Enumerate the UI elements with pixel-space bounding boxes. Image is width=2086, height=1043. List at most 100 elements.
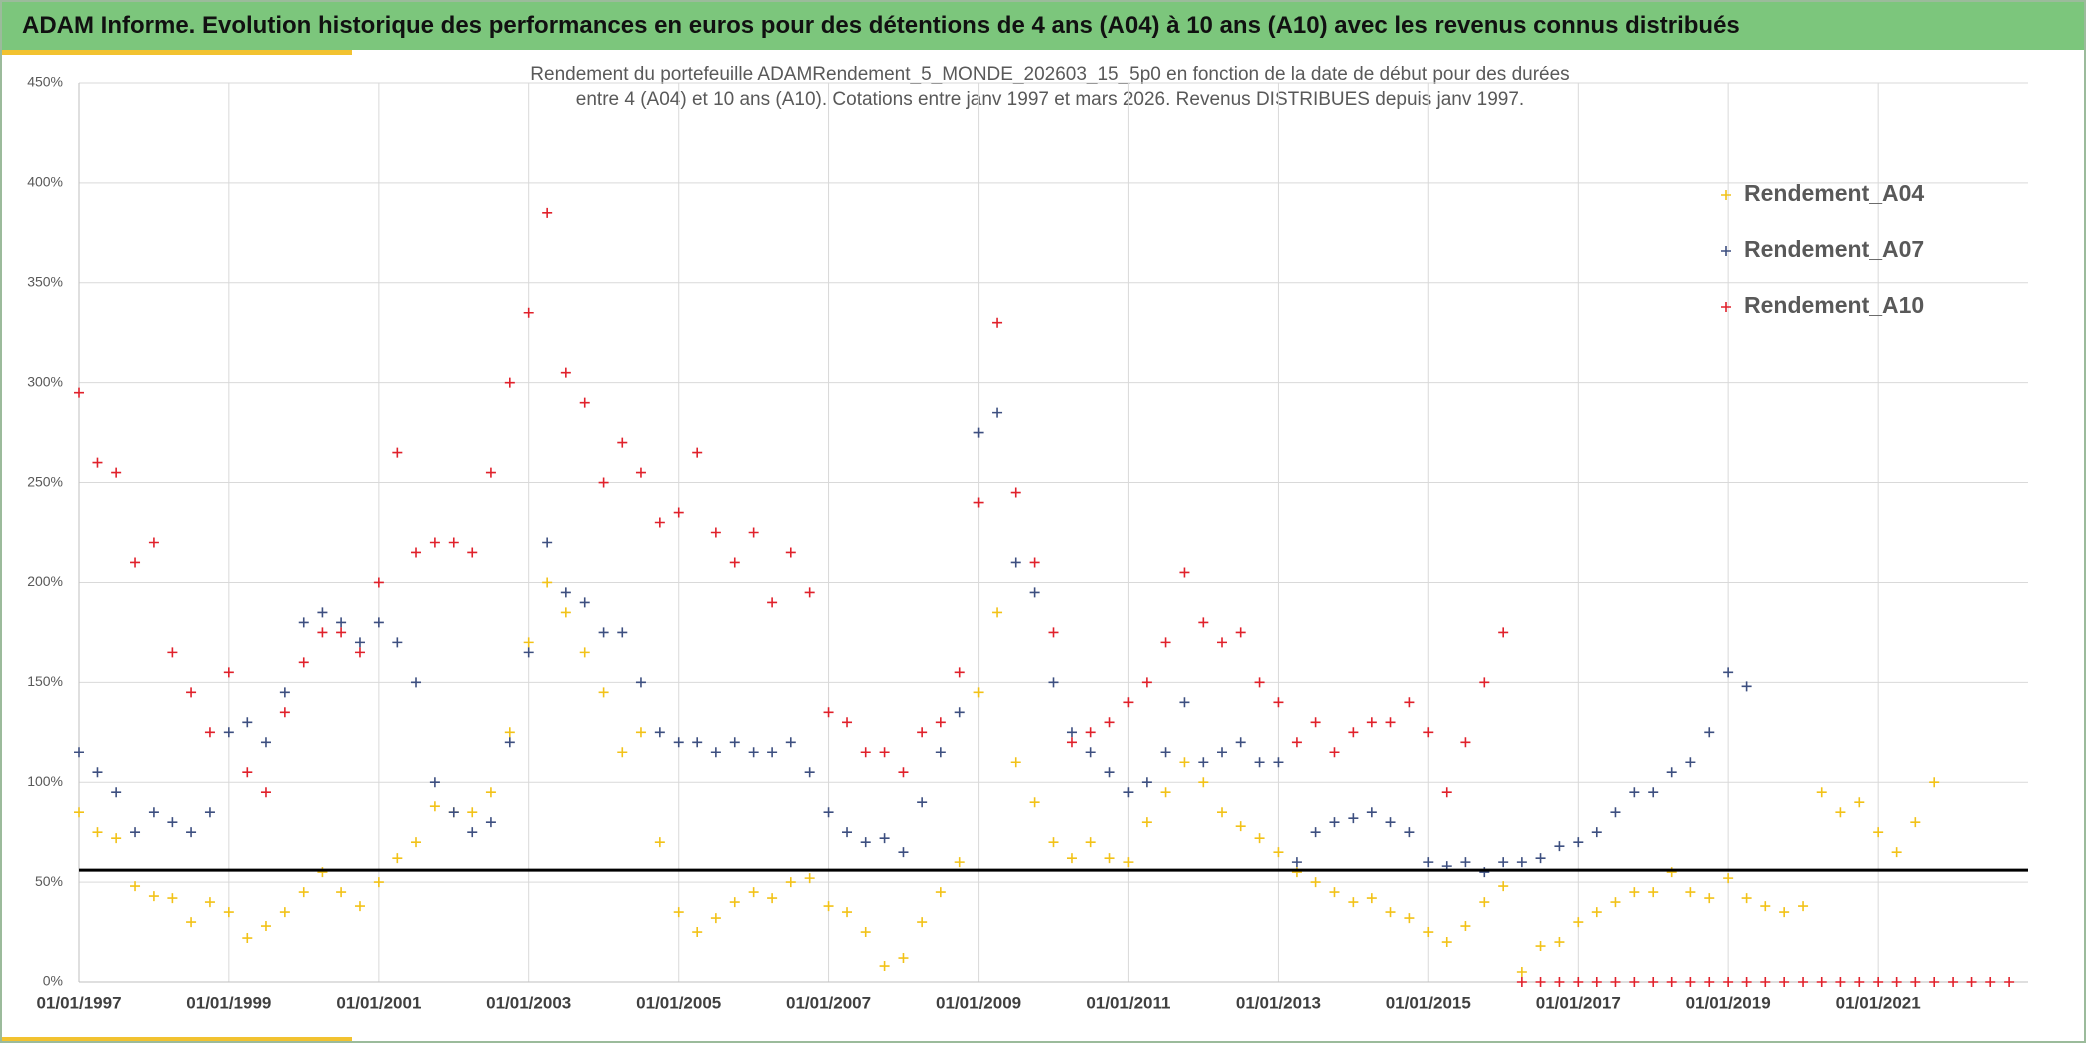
marker [842, 907, 853, 918]
marker [1685, 757, 1696, 768]
marker [523, 637, 534, 648]
marker [1666, 767, 1677, 778]
marker [1685, 977, 1696, 987]
marker [579, 647, 590, 658]
x-tick-label: 01/01/2007 [786, 993, 871, 1012]
marker [767, 597, 778, 608]
marker [1929, 777, 1940, 788]
y-tick-label: 50% [35, 873, 63, 889]
marker [1554, 841, 1565, 852]
marker [485, 787, 496, 798]
marker [673, 907, 684, 918]
marker [1835, 977, 1846, 987]
marker [1310, 717, 1321, 728]
marker [167, 817, 178, 828]
marker [992, 407, 1003, 418]
marker [1048, 627, 1059, 638]
marker [92, 767, 103, 778]
marker [710, 527, 721, 538]
marker [74, 747, 84, 758]
marker [1798, 977, 1809, 987]
marker [317, 607, 328, 618]
marker [992, 317, 1003, 328]
legend-marker [1721, 302, 1731, 312]
marker [167, 893, 178, 904]
marker [1891, 977, 1902, 987]
marker [729, 737, 740, 748]
marker [1366, 807, 1377, 818]
marker [842, 827, 853, 838]
legend-label: Rendement_A07 [1744, 236, 1924, 262]
marker [130, 881, 141, 892]
marker [804, 587, 815, 598]
marker [1685, 887, 1696, 898]
marker [692, 447, 703, 458]
marker [1029, 797, 1040, 808]
legend-marker [1721, 190, 1731, 200]
marker [1723, 667, 1734, 678]
marker [354, 647, 365, 658]
marker [74, 807, 84, 818]
marker [1423, 927, 1434, 938]
x-tick-label: 01/01/1997 [36, 993, 121, 1012]
marker [1235, 627, 1246, 638]
marker [729, 897, 740, 908]
marker [354, 637, 365, 648]
marker [954, 667, 965, 678]
marker [560, 367, 571, 378]
marker [204, 727, 215, 738]
marker [973, 687, 984, 698]
marker [1854, 977, 1865, 987]
marker [130, 557, 141, 568]
marker [1441, 787, 1452, 798]
marker [1423, 857, 1434, 868]
marker [748, 747, 759, 758]
marker [767, 747, 778, 758]
y-tick-label: 150% [27, 673, 63, 689]
marker [1629, 887, 1640, 898]
chart-title: Rendement du portefeuille ADAMRendement_… [530, 64, 1569, 85]
marker [823, 807, 834, 818]
marker [1066, 727, 1077, 738]
marker [729, 557, 740, 568]
marker [1460, 857, 1471, 868]
marker [1273, 757, 1284, 768]
marker [860, 837, 871, 848]
marker [954, 707, 965, 718]
marker [1854, 797, 1865, 808]
marker [1666, 867, 1677, 878]
marker [635, 677, 646, 688]
marker [785, 737, 796, 748]
x-tick-label: 01/01/2013 [1236, 993, 1321, 1012]
marker [1516, 967, 1527, 978]
marker [1554, 977, 1565, 987]
marker [542, 537, 553, 548]
y-tick-label: 350% [27, 273, 63, 289]
marker [1498, 881, 1509, 892]
marker [298, 657, 309, 668]
marker [1516, 977, 1527, 987]
marker [242, 933, 253, 944]
marker [1423, 727, 1434, 738]
marker [1385, 717, 1396, 728]
marker [373, 577, 384, 588]
y-tick-label: 250% [27, 473, 63, 489]
y-tick-label: 400% [27, 174, 63, 190]
marker [1404, 697, 1415, 708]
marker [1291, 857, 1302, 868]
marker [1479, 867, 1490, 878]
x-tick-label: 01/01/2011 [1086, 993, 1170, 1012]
marker [1029, 587, 1040, 598]
marker [504, 737, 515, 748]
marker [1816, 977, 1827, 987]
marker [1141, 677, 1152, 688]
marker [504, 377, 515, 388]
marker [523, 307, 534, 318]
marker [448, 537, 459, 548]
marker [411, 677, 422, 688]
marker [1498, 627, 1509, 638]
marker [785, 877, 796, 888]
marker [1591, 907, 1602, 918]
x-tick-label: 01/01/2009 [936, 993, 1021, 1012]
marker [1966, 977, 1977, 987]
